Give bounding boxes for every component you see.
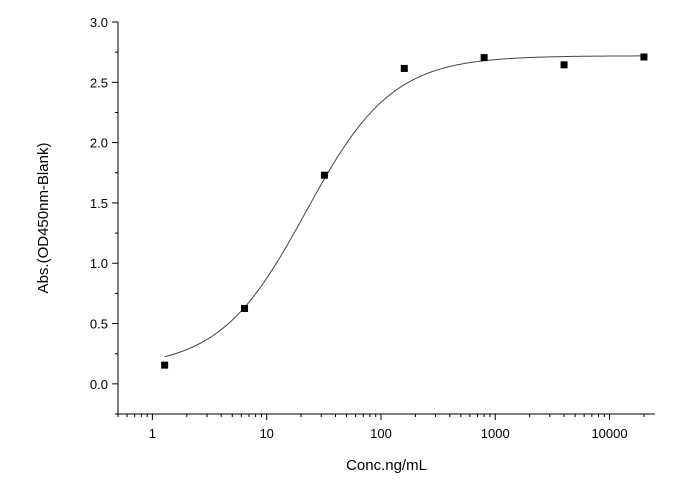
axes [117, 22, 655, 415]
data-point [241, 304, 249, 312]
y-tick-label: 3.0 [90, 15, 108, 30]
data-point [400, 64, 408, 72]
y-tick-label: 2.0 [90, 136, 108, 151]
y-tick-label: 1.0 [90, 256, 108, 271]
data-points [161, 53, 648, 369]
data-point [640, 53, 648, 61]
data-point [161, 361, 169, 369]
y-axis-ticks: 0.0 0.5 1.0 1.5 2.0 2.5 3.0 [90, 15, 118, 415]
y-tick-label: 2.5 [90, 75, 108, 90]
data-point [560, 61, 568, 69]
y-tick-label: 0.0 [90, 377, 108, 392]
x-axis-label: Conc.ng/mL [346, 457, 427, 474]
fit-curve [164, 55, 644, 358]
y-tick-label: 1.5 [90, 196, 108, 211]
x-axis-ticks: 1 10 100 1000 10000 [117, 414, 645, 441]
data-point [320, 171, 328, 179]
x-tick-label: 100 [370, 426, 392, 441]
y-tick-label: 0.5 [90, 317, 108, 332]
x-tick-label: 10000 [591, 426, 627, 441]
x-tick-label: 1000 [481, 426, 510, 441]
data-point [480, 54, 488, 62]
x-tick-label: 10 [259, 426, 273, 441]
x-tick-label: 1 [149, 426, 156, 441]
y-axis-label: Abs.(OD450nm-Blank) [35, 143, 52, 294]
